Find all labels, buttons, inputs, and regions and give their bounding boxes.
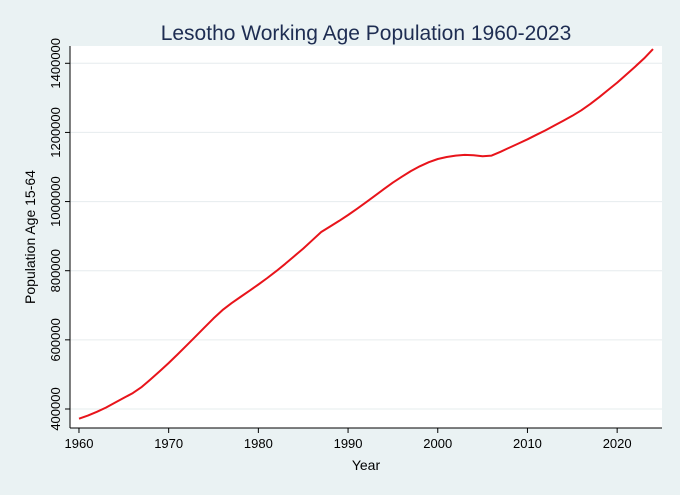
y-tick-label: 1000000 [48, 176, 63, 227]
x-tick-label: 2010 [513, 436, 542, 451]
x-tick-label: 1980 [244, 436, 273, 451]
x-axis-ticks: 1960 1970 1980 1990 2000 2010 2020 [65, 428, 632, 451]
y-tick-label: 800000 [48, 249, 63, 292]
y-tick-label: 600000 [48, 318, 63, 361]
x-tick-label: 1960 [65, 436, 94, 451]
y-tick-label: 1200000 [48, 107, 63, 158]
x-tick-label: 1990 [334, 436, 363, 451]
series-layer [78, 48, 654, 420]
x-tick-label: 1970 [154, 436, 183, 451]
y-tick-label: 400000 [48, 387, 63, 430]
x-tick-label: 2000 [423, 436, 452, 451]
x-tick-label: 2020 [603, 436, 632, 451]
y-axis-ticks: 400000 600000 800000 1000000 1200000 1400000 [48, 38, 70, 431]
series-line [78, 48, 654, 420]
y-tick-label: 1400000 [48, 38, 63, 89]
chart-title: Lesotho Working Age Population 1960-2023 [161, 22, 572, 45]
plot-area [70, 46, 662, 428]
y-axis-title: Population Age 15-64 [22, 170, 38, 304]
x-axis-title: Year [352, 457, 381, 473]
